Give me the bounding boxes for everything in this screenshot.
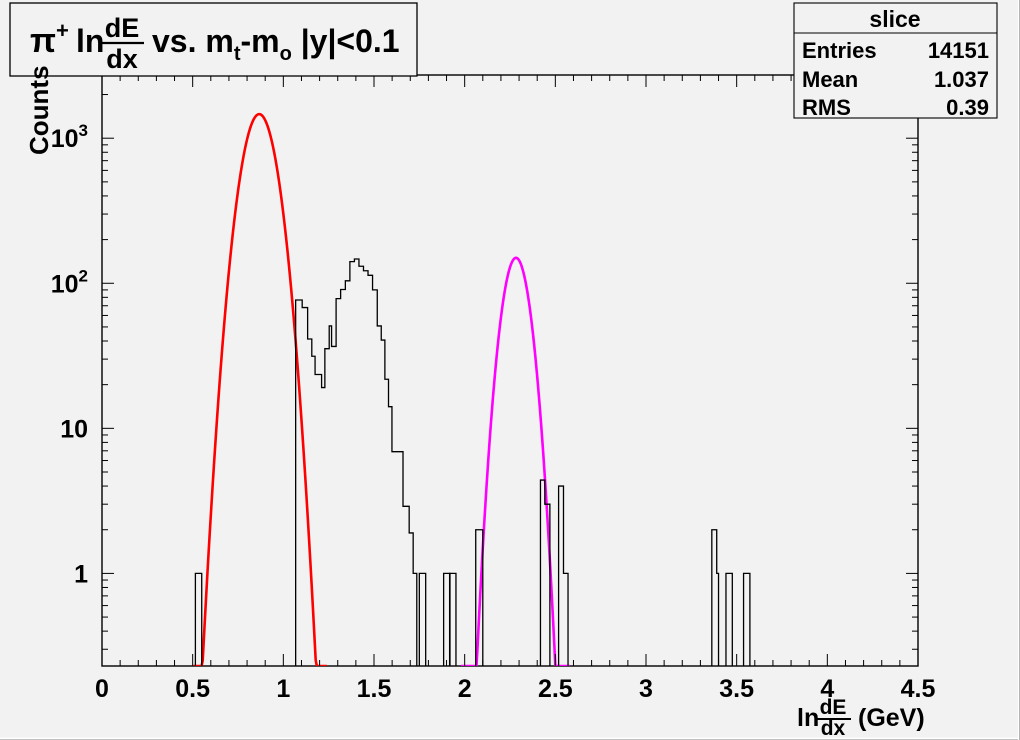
svg-text:3.5: 3.5	[719, 675, 754, 703]
svg-text:dE: dE	[105, 13, 140, 43]
svg-text:0.5: 0.5	[175, 675, 210, 703]
svg-text:Mean: Mean	[802, 67, 858, 92]
svg-text:dE: dE	[820, 696, 847, 719]
svg-text:vs. mt-mo |y|<0.1: vs. mt-mo |y|<0.1	[152, 23, 400, 65]
svg-text:ln: ln	[797, 704, 819, 732]
svg-text:2.5: 2.5	[538, 675, 573, 703]
svg-text:RMS: RMS	[802, 95, 851, 120]
svg-text:0.39: 0.39	[946, 95, 989, 120]
svg-text:ln: ln	[76, 23, 104, 59]
svg-text:1.037: 1.037	[934, 67, 989, 92]
svg-text:dx: dx	[106, 44, 138, 74]
svg-text:1.5: 1.5	[357, 675, 392, 703]
svg-text:10: 10	[60, 415, 88, 443]
svg-text:14151: 14151	[928, 38, 989, 63]
svg-text:2: 2	[458, 675, 472, 703]
svg-text:(GeV): (GeV)	[858, 704, 925, 732]
svg-text:slice: slice	[869, 6, 920, 32]
svg-text:4.5: 4.5	[901, 675, 936, 703]
svg-text:Counts: Counts	[24, 65, 54, 155]
svg-text:0: 0	[95, 675, 109, 703]
svg-text:1: 1	[276, 675, 290, 703]
svg-text:1: 1	[74, 560, 88, 588]
svg-text:Entries: Entries	[802, 38, 877, 63]
svg-text:3: 3	[639, 675, 653, 703]
svg-text:dx: dx	[821, 717, 846, 740]
